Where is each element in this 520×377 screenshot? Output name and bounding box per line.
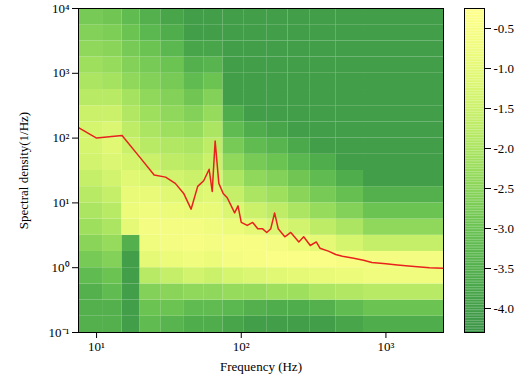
svg-text:-1.5: -1.5 [494,101,515,116]
svg-text:-1.0: -1.0 [494,61,515,76]
svg-text:10¹: 10¹ [53,195,70,210]
svg-text:-4.0: -4.0 [494,301,515,316]
svg-text:-0.5: -0.5 [494,21,515,36]
svg-text:10³: 10³ [377,339,394,354]
svg-text:10²: 10² [233,339,250,354]
svg-text:-2.5: -2.5 [494,181,515,196]
svg-text:10²: 10² [53,130,70,145]
svg-text:-2.0: -2.0 [494,141,515,156]
svg-text:10⁴: 10⁴ [52,1,70,16]
svg-text:Spectral density(1/Hz): Spectral density(1/Hz) [16,112,31,229]
svg-text:10⁰: 10⁰ [52,260,70,275]
svg-text:-3.5: -3.5 [494,261,515,276]
svg-text:Frequency (Hz): Frequency (Hz) [220,359,302,374]
svg-text:10⁻¹: 10⁻¹ [49,325,70,340]
svg-text:10¹: 10¹ [88,339,105,354]
svg-text:-3.0: -3.0 [494,221,515,236]
svg-text:10³: 10³ [53,65,70,80]
